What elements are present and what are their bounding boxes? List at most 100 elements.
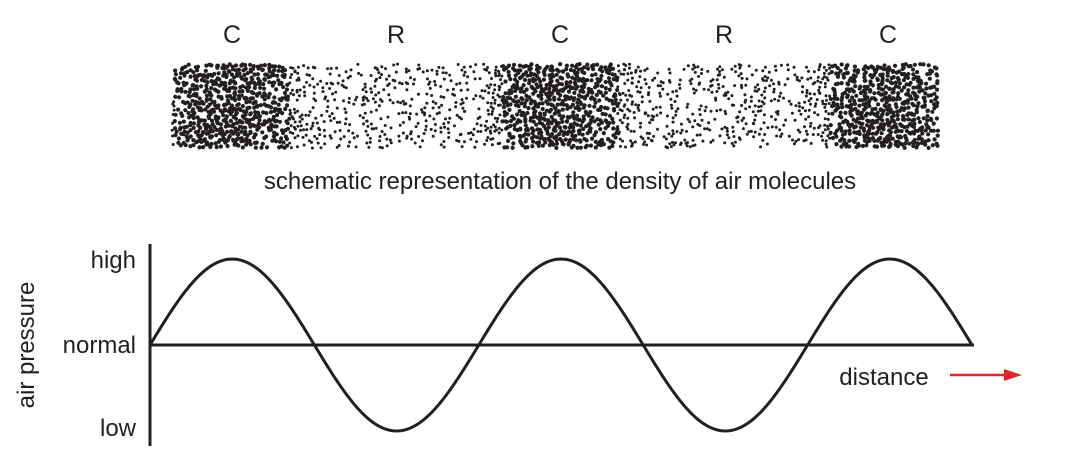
air-molecule-dot xyxy=(616,125,620,129)
air-molecule-dot xyxy=(643,112,647,116)
air-molecule-dot xyxy=(671,90,675,94)
air-molecule-dot xyxy=(618,137,622,141)
air-molecule-dot xyxy=(373,79,377,83)
air-molecule-dot xyxy=(852,68,857,73)
air-molecule-dot xyxy=(236,143,241,148)
air-molecule-dot xyxy=(176,107,181,112)
air-molecule-dot xyxy=(331,92,334,96)
air-molecule-dot xyxy=(573,133,578,138)
air-molecule-dot xyxy=(296,71,300,75)
air-molecule-dot xyxy=(557,112,562,118)
air-molecule-dot xyxy=(816,113,820,117)
air-molecule-dot xyxy=(474,94,478,98)
air-molecule-dot xyxy=(557,125,563,130)
air-molecule-dot xyxy=(894,125,899,130)
air-molecule-dot xyxy=(911,103,916,108)
air-molecule-dot xyxy=(304,113,308,117)
air-molecule-dot xyxy=(666,146,670,150)
air-molecule-dot xyxy=(607,87,612,92)
air-molecule-dot xyxy=(247,105,252,110)
air-molecule-dot xyxy=(479,130,483,133)
air-molecule-dot xyxy=(719,108,722,112)
air-molecule-dot xyxy=(740,86,744,90)
air-molecule-dot xyxy=(547,86,552,91)
air-molecule-dot xyxy=(816,75,820,79)
air-molecule-dot xyxy=(176,136,181,141)
air-molecule-dot xyxy=(798,79,801,83)
air-molecule-dot xyxy=(626,127,630,131)
air-molecule-dot xyxy=(665,124,669,128)
air-molecule-dot xyxy=(459,102,463,106)
air-molecule-dot xyxy=(678,78,682,82)
air-molecule-dot xyxy=(230,124,235,129)
air-molecule-dot xyxy=(494,128,498,132)
air-molecule-dot xyxy=(323,134,327,138)
air-molecule-dot xyxy=(481,96,485,100)
air-molecule-dot xyxy=(875,138,880,143)
air-molecule-dot xyxy=(637,80,641,84)
air-molecule-dot xyxy=(421,70,425,74)
air-molecule-dot xyxy=(916,75,921,80)
air-molecule-dot xyxy=(380,99,384,103)
air-molecule-dot xyxy=(776,109,780,113)
air-molecule-dot xyxy=(608,62,613,67)
air-molecule-dot xyxy=(572,90,577,95)
air-molecule-dot xyxy=(453,93,456,97)
air-molecule-dot xyxy=(732,135,736,138)
air-molecule-dot xyxy=(522,77,528,83)
air-molecule-dot xyxy=(763,96,767,100)
air-molecule-dot xyxy=(536,143,541,148)
air-molecule-dot xyxy=(508,77,513,82)
air-molecule-dot xyxy=(442,77,446,81)
air-molecule-dot xyxy=(915,78,920,83)
air-molecule-dot xyxy=(518,89,523,94)
air-molecule-dot xyxy=(717,83,720,86)
air-molecule-dot xyxy=(864,143,869,148)
air-molecule-dot xyxy=(363,82,367,86)
air-molecule-dot xyxy=(828,136,832,140)
air-molecule-dot xyxy=(558,62,563,67)
air-molecule-dot xyxy=(546,118,551,123)
air-molecule-dot xyxy=(835,96,840,101)
air-molecule-dot xyxy=(263,93,268,98)
air-molecule-dot xyxy=(504,119,509,124)
air-molecule-dot xyxy=(897,108,903,113)
air-molecule-dot xyxy=(208,112,213,117)
air-molecule-dot xyxy=(277,119,282,124)
air-molecule-dot xyxy=(793,73,797,77)
air-molecule-dot xyxy=(338,120,342,124)
air-molecule-dot xyxy=(868,111,873,116)
air-molecule-dot xyxy=(533,77,538,83)
air-molecule-dot xyxy=(244,100,249,105)
air-molecule-dot xyxy=(267,80,272,85)
air-molecule-dot xyxy=(891,69,896,74)
air-molecule-dot xyxy=(837,122,842,127)
air-molecule-dot xyxy=(537,65,542,70)
air-molecule-dot xyxy=(715,90,719,93)
air-molecule-dot xyxy=(283,106,288,112)
air-molecule-dot xyxy=(428,86,432,90)
air-molecule-dot xyxy=(401,99,405,103)
air-molecule-dot xyxy=(861,67,866,72)
air-molecule-dot xyxy=(664,137,668,141)
air-molecule-dot xyxy=(867,103,872,109)
air-molecule-dot xyxy=(733,84,737,88)
air-molecule-dot xyxy=(614,78,620,83)
air-molecule-dot xyxy=(386,115,390,119)
air-molecule-dot xyxy=(295,145,299,149)
air-molecule-dot xyxy=(539,92,544,98)
air-molecule-dot xyxy=(200,145,206,150)
air-molecule-dot xyxy=(270,138,275,143)
air-molecule-dot xyxy=(374,126,378,130)
air-molecule-dot xyxy=(250,96,255,101)
air-molecule-dot xyxy=(293,136,297,140)
air-molecule-dot xyxy=(772,82,775,86)
air-molecule-dot xyxy=(824,94,828,98)
air-molecule-dot xyxy=(821,131,825,135)
air-molecule-dot xyxy=(623,68,627,72)
air-molecule-dot xyxy=(339,137,343,141)
air-molecule-dot xyxy=(547,93,553,98)
air-molecule-dot xyxy=(917,119,923,125)
air-molecule-dot xyxy=(658,91,662,95)
air-molecule-dot xyxy=(309,127,313,131)
